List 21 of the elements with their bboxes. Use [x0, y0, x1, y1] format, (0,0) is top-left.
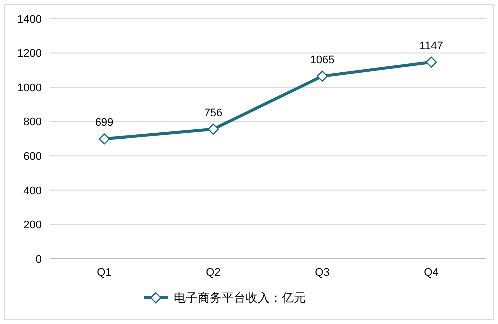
y-tick-label: 400	[24, 185, 42, 198]
y-tick-label: 200	[24, 220, 42, 232]
data-label: 1147	[420, 40, 444, 52]
data-label: 699	[95, 117, 114, 130]
x-tick-label: Q2	[206, 267, 221, 279]
x-tick-label: Q1	[97, 267, 112, 279]
point	[98, 134, 110, 145]
data-label: 1065	[310, 54, 335, 66]
x-tick-label: Q4	[424, 267, 439, 279]
legend-label: 电子商务平台收入：亿元	[174, 291, 306, 306]
y-tick-label: 800	[24, 116, 42, 129]
point	[426, 56, 438, 68]
y-tick-label: 0	[36, 254, 42, 266]
y-tick-label: 1400	[18, 14, 42, 26]
point	[316, 70, 328, 82]
y-tick-label: 1200	[18, 48, 42, 60]
x-tick-label: Q3	[315, 267, 330, 279]
y-tick-label: 1000	[18, 82, 42, 94]
data-label: 756	[204, 107, 223, 120]
point	[208, 124, 220, 135]
y-tick-label: 600	[24, 150, 42, 163]
